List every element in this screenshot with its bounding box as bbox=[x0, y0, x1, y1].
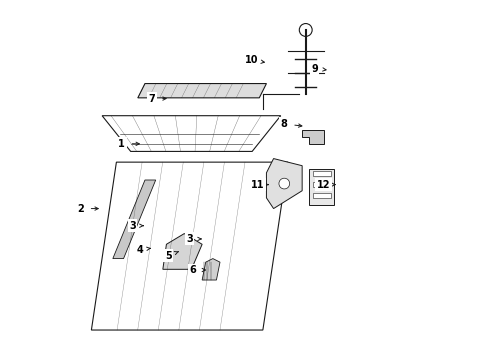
Text: 6: 6 bbox=[190, 265, 196, 275]
Polygon shape bbox=[113, 180, 156, 258]
Polygon shape bbox=[309, 169, 334, 205]
Text: 7: 7 bbox=[149, 94, 155, 104]
Text: 5: 5 bbox=[165, 251, 172, 261]
Bar bbox=[313, 171, 331, 176]
Text: 2: 2 bbox=[77, 203, 84, 213]
Circle shape bbox=[279, 178, 290, 189]
Polygon shape bbox=[163, 234, 202, 269]
Text: 10: 10 bbox=[245, 55, 259, 65]
Text: 1: 1 bbox=[119, 139, 125, 149]
Polygon shape bbox=[202, 258, 220, 280]
Polygon shape bbox=[267, 158, 302, 208]
Bar bbox=[313, 193, 331, 198]
Text: 12: 12 bbox=[317, 180, 330, 190]
Text: 4: 4 bbox=[136, 245, 143, 255]
Text: 11: 11 bbox=[251, 180, 264, 190]
Polygon shape bbox=[302, 130, 323, 144]
Text: 3: 3 bbox=[129, 221, 136, 231]
Polygon shape bbox=[138, 84, 267, 98]
Text: 3: 3 bbox=[186, 234, 193, 244]
Bar bbox=[313, 182, 331, 187]
Text: 8: 8 bbox=[281, 119, 288, 129]
Text: 9: 9 bbox=[311, 64, 318, 73]
